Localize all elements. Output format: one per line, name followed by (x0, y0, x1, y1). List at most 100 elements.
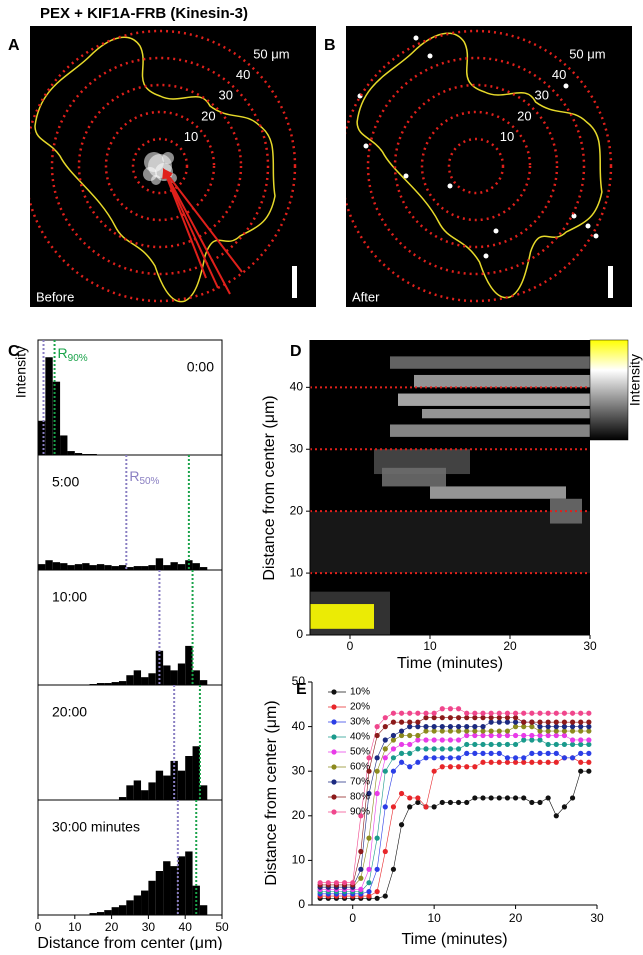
intensity-bar (141, 890, 149, 915)
legend-label: 80% (350, 792, 370, 803)
intensity-bar (155, 558, 164, 570)
data-point (390, 746, 397, 752)
data-point (415, 737, 421, 743)
colorbar-label: Intensity (627, 354, 643, 406)
data-point (480, 732, 486, 739)
data-point (415, 759, 421, 765)
data-point (586, 728, 592, 734)
ring-label: 40 (552, 67, 566, 82)
data-point (553, 750, 559, 756)
ring-label: 40 (236, 67, 250, 82)
data-point (464, 732, 470, 739)
y-tick-label: 20 (290, 503, 304, 517)
kymograph-streak (310, 511, 590, 574)
series-line (320, 726, 589, 888)
intensity-bar (185, 645, 193, 685)
intensity-bar (89, 913, 97, 915)
intensity-bar (199, 905, 208, 915)
image-caption: Before (36, 289, 74, 304)
x-axis-label: Time (minutes) (401, 931, 507, 948)
data-point (537, 719, 543, 725)
ring-label: 10 (500, 129, 514, 144)
intensity-bar (141, 790, 149, 800)
data-point (488, 710, 494, 716)
data-point (423, 737, 429, 743)
x-tick-label: 50 (215, 920, 229, 934)
intensity-bar (133, 670, 142, 685)
data-point (382, 755, 388, 761)
legend-marker (331, 749, 337, 755)
data-point (350, 880, 356, 886)
data-point (472, 710, 478, 716)
data-point (512, 719, 519, 725)
x-tick-label: 30 (583, 639, 597, 653)
data-point (488, 732, 494, 739)
data-point (521, 759, 527, 765)
data-point (545, 724, 551, 730)
intensity-bar (185, 560, 193, 570)
panel-letter: E (296, 681, 307, 698)
data-point (504, 715, 511, 721)
data-point (390, 732, 397, 739)
peroxisome (363, 143, 369, 149)
data-point (545, 759, 551, 765)
vesicle-cluster (151, 175, 161, 185)
data-point (569, 795, 576, 801)
data-point (439, 728, 445, 734)
x-tick-label: 0 (349, 911, 356, 925)
ring-label: 30 (534, 88, 548, 103)
peroxisome (585, 223, 591, 229)
cell-outline (34, 36, 276, 303)
data-point (390, 866, 397, 872)
intensity-bar (177, 770, 186, 800)
y-axis-label: Distance from center (μm) (261, 395, 278, 580)
intensity-bar (141, 566, 149, 570)
peroxisome (427, 53, 433, 59)
vesicle-cluster (162, 152, 174, 164)
data-point (561, 804, 568, 810)
series-line (320, 735, 589, 890)
label-subscript: 90% (68, 353, 88, 364)
data-point (480, 710, 486, 716)
data-point (455, 746, 462, 752)
data-point (496, 759, 502, 765)
data-point (439, 706, 445, 712)
data-point (382, 724, 388, 730)
data-point (504, 732, 511, 739)
data-point (545, 719, 551, 725)
scale-bar (608, 266, 613, 298)
data-point (447, 724, 454, 730)
scale-bar (292, 266, 297, 298)
data-point (480, 750, 486, 756)
data-point (569, 710, 576, 716)
x-axis-label: Distance from center (μm) (37, 935, 222, 950)
y-axis-label: Intensity (13, 346, 29, 398)
r50-label: R50% (129, 468, 159, 487)
data-point (407, 795, 413, 801)
data-point (382, 768, 388, 774)
data-point (504, 728, 511, 734)
data-point (512, 724, 519, 730)
data-point (464, 764, 470, 770)
movement-arrow (163, 168, 231, 295)
subpanel-frame (37, 569, 223, 686)
data-point (586, 724, 592, 730)
x-tick-label: 20 (509, 911, 523, 925)
intensity-bar (96, 564, 105, 570)
data-point (415, 710, 421, 716)
data-point (455, 724, 462, 730)
intensity-bar (45, 357, 53, 455)
movement-arrow (162, 168, 243, 273)
data-point (496, 710, 502, 716)
series-line (320, 708, 589, 884)
series-line (320, 770, 589, 899)
peroxisome (413, 35, 419, 41)
time-label: 20:00 (52, 704, 87, 720)
data-point (561, 732, 568, 739)
data-point (341, 880, 348, 886)
data-point (439, 715, 445, 721)
intensity-bar (67, 565, 75, 570)
data-point (496, 795, 502, 801)
intensity-bar (148, 880, 156, 915)
